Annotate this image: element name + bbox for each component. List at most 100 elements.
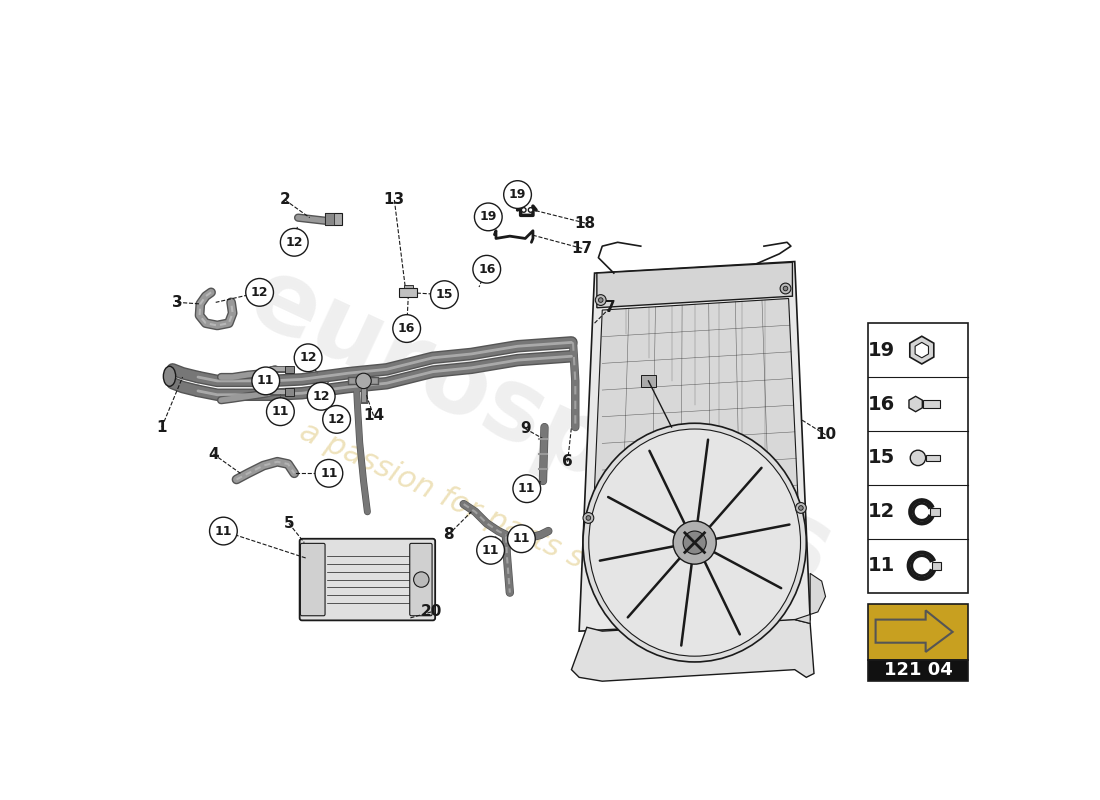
- Text: 14: 14: [363, 408, 384, 423]
- Text: 13: 13: [384, 193, 405, 207]
- Text: 12: 12: [868, 502, 895, 522]
- Circle shape: [528, 208, 532, 212]
- Text: 16: 16: [478, 262, 495, 276]
- Text: 19: 19: [480, 210, 497, 223]
- Bar: [285, 388, 295, 395]
- Polygon shape: [910, 336, 934, 364]
- Circle shape: [322, 406, 351, 434]
- Bar: [640, 374, 656, 387]
- Bar: [868, 323, 968, 593]
- Text: 1: 1: [156, 419, 167, 434]
- Text: 121 04: 121 04: [883, 662, 953, 679]
- Text: 16: 16: [398, 322, 416, 335]
- Circle shape: [911, 450, 926, 466]
- Circle shape: [507, 525, 536, 553]
- Circle shape: [307, 382, 336, 410]
- Bar: [399, 288, 418, 297]
- Text: 19: 19: [509, 188, 526, 201]
- Text: 11: 11: [868, 556, 895, 575]
- Text: 5: 5: [284, 516, 294, 531]
- Text: 18: 18: [574, 215, 596, 230]
- Circle shape: [598, 298, 603, 302]
- Text: 11: 11: [513, 532, 530, 546]
- Circle shape: [673, 521, 716, 564]
- Bar: [931, 508, 939, 516]
- Polygon shape: [572, 619, 814, 682]
- Circle shape: [393, 314, 420, 342]
- Text: 11: 11: [482, 544, 499, 557]
- Circle shape: [780, 283, 791, 294]
- Circle shape: [683, 531, 706, 554]
- Circle shape: [795, 502, 806, 514]
- Bar: [926, 455, 939, 461]
- Text: eurospares: eurospares: [233, 250, 848, 605]
- Bar: [932, 562, 942, 570]
- Ellipse shape: [163, 366, 176, 386]
- Text: 20: 20: [420, 605, 442, 619]
- Circle shape: [583, 513, 594, 523]
- Circle shape: [295, 344, 322, 372]
- Polygon shape: [597, 262, 792, 308]
- Ellipse shape: [583, 423, 806, 662]
- Text: 12: 12: [299, 351, 317, 364]
- Bar: [923, 400, 940, 408]
- Circle shape: [521, 208, 526, 212]
- Circle shape: [513, 475, 541, 502]
- Polygon shape: [593, 298, 799, 523]
- Circle shape: [280, 229, 308, 256]
- Circle shape: [356, 373, 372, 389]
- Text: 19: 19: [868, 341, 895, 360]
- Bar: [868, 604, 968, 660]
- FancyBboxPatch shape: [300, 543, 326, 616]
- Text: 12: 12: [312, 390, 330, 403]
- Circle shape: [473, 255, 500, 283]
- Bar: [868, 660, 968, 681]
- Text: 11: 11: [320, 467, 338, 480]
- Ellipse shape: [588, 429, 801, 656]
- Text: 15: 15: [868, 448, 895, 467]
- Text: 15: 15: [436, 288, 453, 301]
- Text: 10: 10: [815, 427, 836, 442]
- Text: a passion for parts since 1985: a passion for parts since 1985: [295, 417, 725, 638]
- FancyBboxPatch shape: [409, 543, 432, 616]
- Circle shape: [209, 517, 238, 545]
- Circle shape: [252, 367, 279, 394]
- Circle shape: [799, 506, 803, 510]
- Polygon shape: [915, 342, 928, 358]
- Text: 16: 16: [868, 394, 895, 414]
- Text: 12: 12: [286, 236, 302, 249]
- Circle shape: [315, 459, 343, 487]
- Circle shape: [586, 516, 591, 520]
- Text: 17: 17: [572, 241, 593, 256]
- Bar: [404, 285, 412, 288]
- Text: 11: 11: [214, 525, 232, 538]
- Text: 7: 7: [605, 300, 615, 315]
- Text: 11: 11: [518, 482, 536, 495]
- Circle shape: [595, 294, 606, 306]
- Circle shape: [474, 203, 503, 230]
- Bar: [285, 366, 295, 373]
- Circle shape: [414, 572, 429, 587]
- Text: 11: 11: [257, 374, 275, 387]
- Text: 11: 11: [272, 405, 289, 418]
- Circle shape: [476, 537, 505, 564]
- Polygon shape: [580, 262, 810, 631]
- Bar: [326, 213, 342, 226]
- Polygon shape: [876, 610, 953, 652]
- Polygon shape: [794, 574, 825, 623]
- FancyBboxPatch shape: [299, 538, 436, 620]
- Circle shape: [266, 398, 295, 426]
- Bar: [326, 213, 334, 226]
- Text: 2: 2: [279, 193, 290, 207]
- Text: 8: 8: [443, 527, 453, 542]
- Text: 12: 12: [328, 413, 345, 426]
- Circle shape: [504, 181, 531, 209]
- Circle shape: [783, 286, 788, 291]
- Text: 9: 9: [520, 421, 530, 436]
- Polygon shape: [909, 396, 922, 412]
- Text: 6: 6: [562, 454, 573, 470]
- Text: 4: 4: [208, 446, 219, 462]
- Text: 3: 3: [172, 295, 183, 310]
- Circle shape: [430, 281, 459, 309]
- Text: 12: 12: [251, 286, 268, 299]
